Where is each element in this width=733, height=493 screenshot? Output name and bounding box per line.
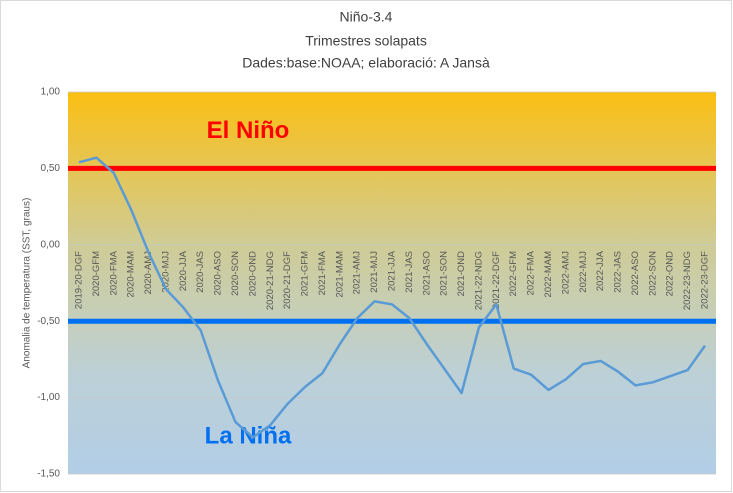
x-tick-label: 2022-FMA: [526, 250, 537, 295]
y-tick-label: -0,50: [37, 316, 60, 327]
x-tick-label: 2021-22-DGF: [491, 251, 502, 309]
x-tick-label: 2022-23-NDG: [682, 251, 693, 310]
x-tick-label: 2021-AMJ: [352, 251, 363, 295]
x-tick-label: 2020-JJA: [178, 250, 189, 291]
x-tick-label: 2021-22-NDG: [473, 251, 484, 310]
x-tick-label: 2022-OND: [665, 251, 676, 297]
x-tick-label: 2021-MJJ: [369, 251, 380, 293]
x-tick-label: 2021-SON: [439, 251, 450, 296]
x-tick-label: 2022-AMJ: [560, 251, 571, 295]
chart-title: Niño-3.4: [340, 9, 393, 25]
x-tick-label: 2021-GFM: [300, 251, 311, 296]
x-tick-label: 2020-21-DGF: [282, 251, 293, 309]
x-tick-label: 2020-ASO: [213, 251, 224, 295]
plot-area: [68, 92, 716, 474]
x-tick-label: 2022-JJA: [595, 250, 606, 291]
x-tick-label: 2019-20-DGF: [74, 251, 85, 309]
y-tick-label: -1,50: [37, 469, 60, 480]
x-tick-label: 2022-SON: [647, 251, 658, 296]
x-tick-label: 2022-23-DGF: [700, 251, 711, 309]
x-tick-label: 2020-OND: [247, 251, 258, 297]
y-axis-label: Anomalia de temperatura (SST, graus): [22, 198, 33, 369]
x-tick-label: 2020-21-NDG: [265, 251, 276, 310]
y-tick-label: 0,50: [41, 163, 61, 174]
y-tick-label: 1,00: [41, 87, 61, 98]
threshold-label: El Niño: [207, 117, 290, 144]
x-tick-label: 2022-MJJ: [578, 251, 589, 293]
x-tick-label: 2022-JAS: [613, 251, 624, 293]
x-tick-label: 2020-MJJ: [160, 251, 171, 293]
x-tick-label: 2021-ASO: [421, 251, 432, 295]
chart-subtitle: Trimestres solapats: [305, 33, 427, 49]
y-tick-label: -1,00: [37, 392, 60, 403]
x-tick-label: 2022-GFM: [508, 251, 519, 296]
x-tick-label: 2020-GFM: [91, 251, 102, 296]
x-tick-label: 2020-JAS: [195, 251, 206, 293]
x-tick-label: 2020-AMJ: [143, 251, 154, 295]
x-tick-label: 2020-FMA: [108, 250, 119, 295]
threshold-label: La Niña: [205, 423, 292, 450]
x-tick-label: 2021-JJA: [387, 250, 398, 291]
x-tick-label: 2021-JAS: [404, 251, 415, 293]
x-tick-label: 2022-ASO: [630, 251, 641, 295]
x-tick-label: 2020-SON: [230, 251, 241, 296]
chart-source: Dades:base:NOAA; elaboració: A Jansà: [242, 55, 490, 71]
y-tick-label: 0,00: [41, 239, 61, 250]
x-tick-label: 2021-MAM: [334, 251, 345, 298]
data-line: [78, 156, 707, 439]
x-tick-label: 2021-OND: [456, 251, 467, 297]
x-tick-label: 2021-FMA: [317, 250, 328, 295]
x-tick-label: 2020-MAM: [126, 251, 137, 298]
x-tick-label: 2022-MAM: [543, 251, 554, 298]
